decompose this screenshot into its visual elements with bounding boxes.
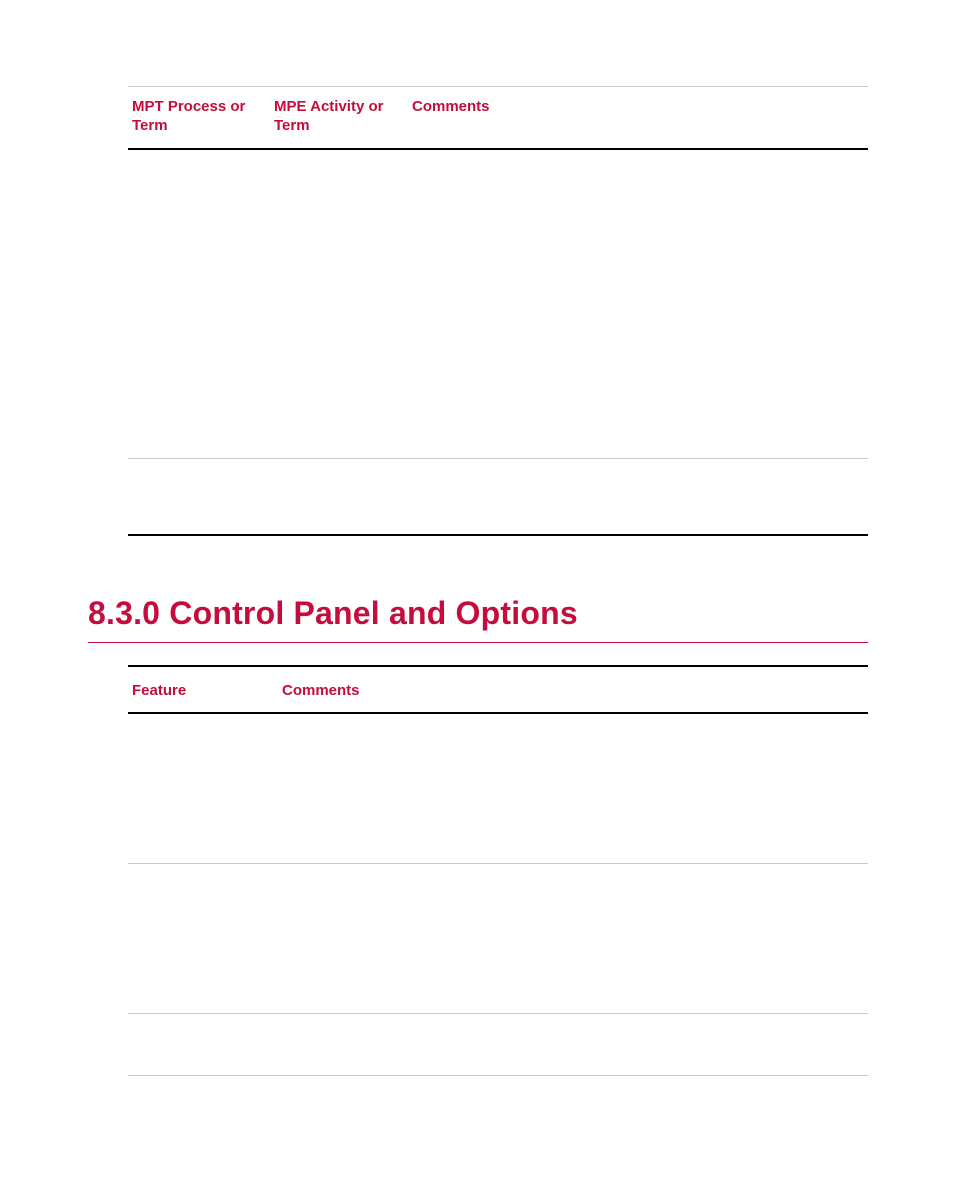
table2-col2-header: Comments: [282, 682, 482, 701]
table1-col1-header: MPT Process or Term: [132, 98, 272, 136]
table2-row-rule-1: [128, 863, 868, 864]
table2-col1-header: Feature: [132, 682, 282, 701]
section-heading: 8.3.0 Control Panel and Options: [88, 595, 578, 632]
table1-row-rule: [128, 458, 868, 459]
table1-header-rule: [128, 148, 868, 150]
section-heading-underline: [88, 642, 868, 643]
table1-top-rule: [128, 86, 868, 87]
table2-header-rule: [128, 712, 868, 714]
table1-col2-header: MPE Activity or Term: [274, 98, 414, 136]
table2-row-rule-2: [128, 1013, 868, 1014]
table2-row-rule-3: [128, 1075, 868, 1076]
table1-bottom-rule: [128, 534, 868, 536]
table2-top-rule: [128, 665, 868, 667]
document-page: MPT Process or Term MPE Activity or Term…: [0, 0, 954, 1179]
table1-col3-header: Comments: [412, 98, 612, 117]
